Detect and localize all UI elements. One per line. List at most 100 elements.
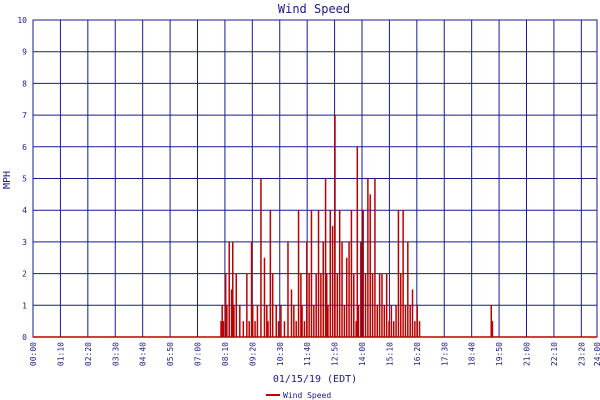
y-tick-label: 7: [22, 111, 27, 120]
wind-speed-bar: [409, 305, 411, 337]
wind-speed-bar: [491, 321, 494, 337]
wind-speed-bar: [364, 273, 367, 337]
wind-speed-bar: [334, 115, 336, 337]
wind-speed-bar: [360, 241, 362, 337]
x-tick-label: 03:30: [111, 342, 120, 366]
wind-speed-bar: [283, 321, 286, 337]
wind-speed-bar: [267, 321, 269, 337]
x-tick-label: 08:10: [221, 342, 230, 366]
y-tick-label: 0: [22, 333, 27, 342]
wind-speed-bar: [345, 257, 348, 337]
x-tick-label: 19:50: [495, 342, 504, 366]
wind-speed-bar: [376, 305, 379, 337]
x-tick-label: 21:00: [523, 342, 532, 366]
wind-speed-bar: [235, 273, 238, 337]
grid-lines: [32, 19, 598, 338]
wind-speed-bar: [287, 241, 289, 337]
wind-speed-series: [220, 115, 494, 337]
x-tick-label: 01:10: [56, 342, 65, 366]
wind-speed-bar: [414, 321, 416, 337]
x-tick-label: 23:20: [577, 342, 586, 366]
wind-speed-bar: [295, 321, 297, 337]
x-tick-label: 10:30: [276, 342, 285, 366]
wind-speed-bar: [324, 178, 327, 337]
wind-speed-bar: [374, 178, 376, 337]
wind-speed-bar: [407, 241, 409, 337]
wind-speed-bar: [418, 321, 421, 337]
y-tick-label: 3: [22, 238, 27, 247]
wind-speed-bar: [308, 273, 310, 337]
wind-speed-bar: [224, 273, 227, 337]
y-tick-label: 1: [22, 301, 27, 310]
y-tick-label: 9: [22, 48, 27, 57]
wind-speed-bar: [246, 273, 248, 337]
wind-speed-bar: [220, 321, 222, 337]
x-tick-label: 02:20: [84, 342, 93, 366]
x-tick-label: 05:50: [166, 342, 175, 366]
wind-speed-bar: [390, 305, 393, 337]
x-axis-label: 01/15/19 (EDT): [273, 374, 357, 385]
x-tick-label: 04:40: [139, 342, 148, 366]
wind-speed-bar: [327, 305, 329, 337]
wind-speed-bar: [293, 305, 295, 337]
wind-speed-bar: [404, 305, 407, 337]
y-tick-label: 8: [22, 79, 27, 88]
wind-speed-bar: [362, 210, 364, 337]
wind-speed-bar: [336, 273, 339, 337]
wind-speed-bar: [490, 305, 492, 337]
wind-speed-bar: [239, 305, 241, 337]
wind-speed-bar: [381, 273, 383, 337]
wind-speed-bar: [392, 321, 395, 337]
y-tick-labels: 0 1 2 3 4 5 6 7 8 9 10: [17, 16, 27, 342]
wind-speed-bar: [300, 273, 302, 337]
wind-speed-bar: [271, 273, 274, 337]
legend-label: Wind Speed: [283, 391, 331, 400]
wind-speed-bar: [400, 273, 402, 337]
wind-speed-bar: [385, 273, 388, 337]
x-tick-label: 15:10: [385, 342, 394, 366]
y-tick-label: 4: [22, 206, 27, 215]
x-tick-label: 00:00: [29, 342, 38, 366]
wind-speed-bar: [326, 273, 328, 337]
wind-speed-bar: [348, 241, 350, 337]
wind-speed-bar: [320, 273, 322, 337]
wind-speed-bar: [378, 273, 381, 337]
wind-speed-bar: [322, 241, 324, 337]
legend: Wind Speed: [266, 391, 331, 400]
wind-speed-bar: [280, 305, 282, 337]
chart-title: Wind Speed: [278, 2, 350, 16]
y-axis-label: MPH: [2, 171, 13, 189]
wind-speed-bar: [402, 210, 404, 337]
wind-speed-bar: [260, 178, 262, 337]
x-tick-label: 07:00: [194, 342, 203, 366]
y-tick-label: 2: [22, 270, 27, 279]
x-tick-label: 14:00: [358, 342, 367, 366]
wind-speed-bar: [277, 321, 280, 337]
wind-speed-bar: [343, 305, 346, 337]
wind-speed-bar: [397, 210, 400, 337]
wind-speed-bar: [263, 257, 266, 337]
y-tick-label: 10: [17, 16, 27, 25]
x-tick-label: 17:30: [440, 342, 449, 366]
wind-speed-bar: [367, 178, 369, 337]
wind-speed-bar: [329, 210, 332, 337]
x-tick-label: 11:40: [303, 342, 312, 366]
wind-speed-bar: [416, 305, 418, 337]
wind-speed-bar: [350, 210, 353, 337]
wind-speed-bar: [317, 210, 320, 337]
wind-speed-bar: [388, 321, 390, 337]
wind-speed-bar: [228, 241, 230, 337]
wind-speed-bar: [222, 321, 225, 337]
wind-speed-bar: [297, 210, 300, 337]
x-tick-label: 18:40: [468, 342, 477, 366]
wind-speed-bar: [310, 210, 313, 337]
wind-speed-bar: [357, 305, 360, 337]
wind-speed-bar: [269, 210, 272, 337]
wind-speed-bar: [306, 241, 308, 337]
wind-speed-bar: [353, 273, 355, 337]
wind-speed-bar: [315, 273, 317, 337]
wind-speed-bar: [369, 194, 371, 337]
wind-speed-bar: [303, 321, 306, 337]
x-tick-label: 22:10: [550, 342, 559, 366]
